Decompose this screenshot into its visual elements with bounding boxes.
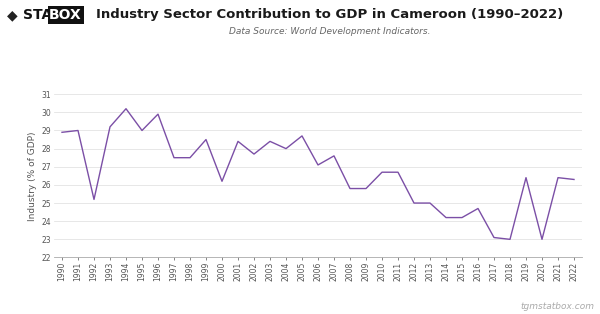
- Text: STAT: STAT: [23, 8, 61, 22]
- Text: Industry Sector Contribution to GDP in Cameroon (1990–2022): Industry Sector Contribution to GDP in C…: [97, 8, 563, 21]
- Text: Data Source: World Development Indicators.: Data Source: World Development Indicator…: [229, 27, 431, 36]
- Text: tgmstatbox.com: tgmstatbox.com: [520, 302, 594, 311]
- Text: BOX: BOX: [49, 8, 82, 22]
- Text: ◆: ◆: [7, 8, 18, 22]
- Y-axis label: Industry (% of GDP): Industry (% of GDP): [28, 131, 37, 221]
